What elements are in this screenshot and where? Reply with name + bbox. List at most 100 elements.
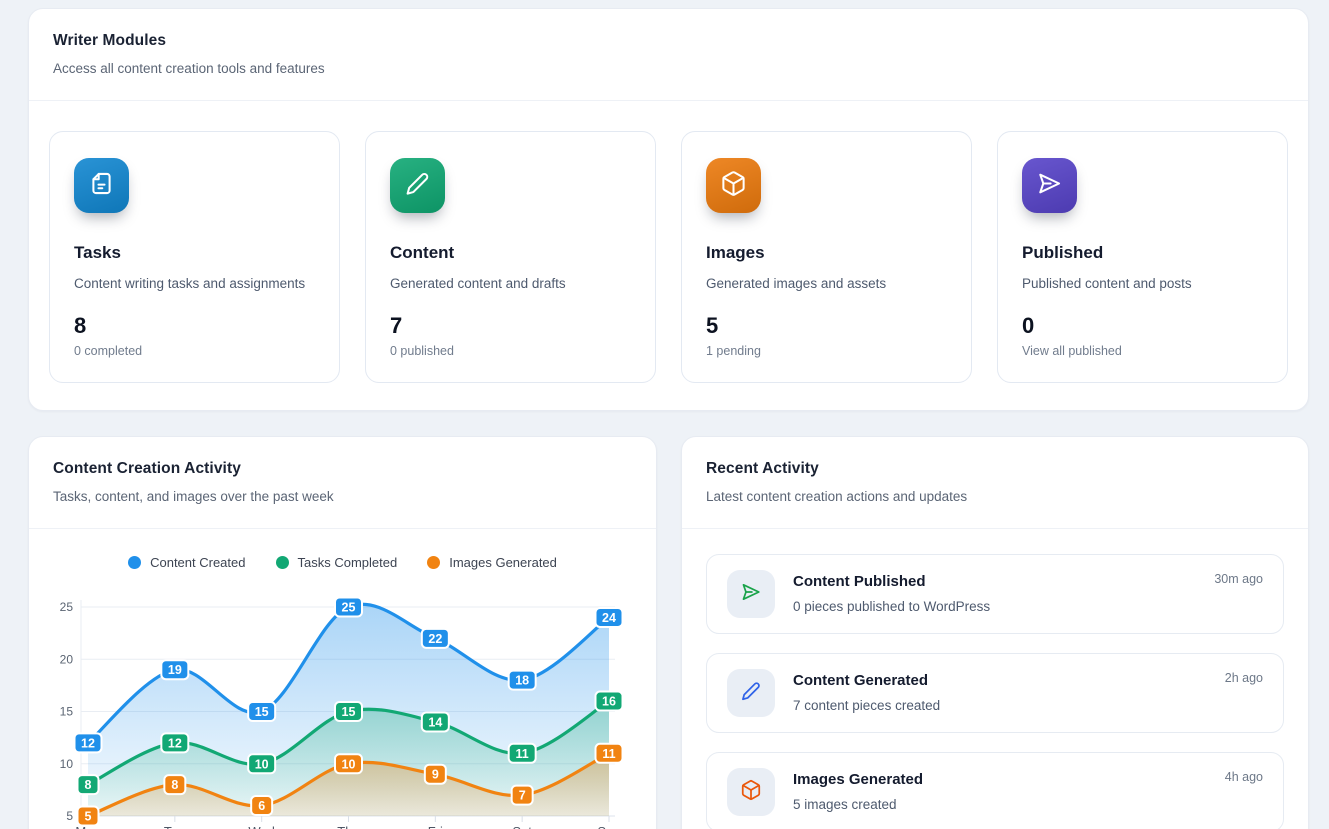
svg-text:11: 11 [516, 747, 529, 761]
svg-text:12: 12 [81, 736, 95, 750]
module-count: 7 [390, 313, 403, 338]
svg-text:Wed: Wed [248, 824, 275, 829]
activity-icon-tile [727, 669, 775, 717]
activity-icon-tile [727, 570, 775, 618]
module-title: Published [1022, 243, 1104, 262]
legend-item[interactable]: Tasks Completed [275, 555, 398, 570]
module-card-content[interactable]: Content Generated content and drafts 7 0… [365, 131, 656, 383]
legend-label: Content Created [150, 555, 246, 570]
module-title: Content [390, 243, 455, 262]
module-icon-tile [390, 158, 445, 213]
module-icon-tile [1022, 158, 1077, 213]
legend-dot-icon [275, 556, 289, 569]
svg-text:9: 9 [432, 768, 439, 782]
chart-title: Content Creation Activity [53, 460, 241, 477]
writer-modules-panel: Writer Modules Access all content creati… [28, 8, 1309, 411]
writer-modules-header: Writer Modules Access all content creati… [29, 9, 1308, 101]
activity-item-images-generated[interactable]: Images Generated 5 images created 4h ago [706, 752, 1284, 829]
svg-text:11: 11 [602, 747, 615, 761]
svg-text:25: 25 [60, 600, 74, 614]
module-count: 5 [706, 313, 719, 338]
module-card-tasks[interactable]: Tasks Content writing tasks and assignme… [49, 131, 340, 383]
send-icon [740, 581, 762, 608]
module-title: Images [706, 243, 765, 262]
activity-description: 7 content pieces created [793, 698, 941, 713]
svg-text:5: 5 [85, 810, 92, 824]
module-icon-tile [74, 158, 129, 213]
module-card-images[interactable]: Images Generated images and assets 5 1 p… [681, 131, 972, 383]
activity-item-content-published[interactable]: Content Published 0 pieces published to … [706, 554, 1284, 634]
svg-text:22: 22 [428, 632, 442, 646]
legend-label: Tasks Completed [297, 555, 398, 570]
svg-text:8: 8 [171, 778, 178, 792]
svg-text:12: 12 [168, 736, 182, 750]
module-card-published[interactable]: Published Published content and posts 0 … [997, 131, 1288, 383]
activity-item-content-generated[interactable]: Content Generated 7 content pieces creat… [706, 653, 1284, 733]
module-icon-tile [706, 158, 761, 213]
module-description: Generated images and assets [706, 276, 887, 291]
svg-text:Sat: Sat [512, 824, 532, 829]
svg-text:19: 19 [168, 663, 182, 677]
recent-activity-subtitle: Latest content creation actions and upda… [706, 489, 968, 504]
legend-dot-icon [128, 556, 142, 569]
chart-legend: Content Created Tasks Completed Images Gen… [49, 555, 636, 570]
legend-dot-icon [427, 556, 441, 569]
chart-body: Content Created Tasks Completed Images Gen… [29, 529, 656, 829]
recent-activity-header: Recent Activity Latest content creation … [682, 437, 1308, 529]
bottom-row: Content Creation Activity Tasks, content… [28, 436, 1309, 829]
legend-item[interactable]: Images Generated [427, 555, 557, 570]
svg-text:15: 15 [60, 705, 74, 719]
module-description: Generated content and drafts [390, 276, 566, 291]
activity-time: 4h ago [1224, 770, 1263, 784]
svg-text:10: 10 [342, 757, 356, 771]
activity-title: Content Published [793, 573, 926, 590]
module-grid: Tasks Content writing tasks and assignme… [29, 101, 1308, 410]
svg-text:16: 16 [602, 695, 616, 709]
recent-activity-panel: Recent Activity Latest content creation … [681, 436, 1309, 829]
activity-time: 2h ago [1224, 671, 1263, 685]
svg-text:8: 8 [85, 778, 92, 792]
module-description: Published content and posts [1022, 276, 1192, 291]
activity-description: 0 pieces published to WordPress [793, 599, 991, 614]
svg-text:6: 6 [258, 799, 265, 813]
activity-line-chart: 510152025MonTueWedThuFriSatSun1219152522… [60, 596, 624, 829]
recent-activity-list: Content Published 0 pieces published to … [682, 529, 1308, 829]
module-sub-label: 0 published [390, 344, 454, 358]
module-description: Content writing tasks and assignments [74, 276, 306, 291]
svg-text:15: 15 [255, 705, 269, 719]
file-text-icon [88, 170, 115, 202]
chart-header: Content Creation Activity Tasks, content… [29, 437, 656, 529]
module-sub-label: 0 completed [74, 344, 143, 358]
module-title: Tasks [74, 243, 121, 262]
svg-text:5: 5 [66, 809, 73, 823]
legend-item[interactable]: Content Created [128, 555, 246, 570]
content-creation-activity-panel: Content Creation Activity Tasks, content… [28, 436, 657, 829]
legend-label: Images Generated [449, 555, 557, 570]
module-count: 8 [74, 313, 87, 338]
cube-icon [740, 779, 762, 806]
svg-text:15: 15 [342, 705, 356, 719]
svg-text:18: 18 [515, 674, 529, 688]
module-sub-label: View all published [1022, 344, 1122, 358]
svg-text:20: 20 [60, 652, 74, 666]
svg-text:7: 7 [519, 789, 526, 803]
svg-text:Fri: Fri [428, 824, 443, 829]
panel-subtitle: Access all content creation tools and fe… [53, 61, 325, 76]
module-count: 0 [1022, 313, 1035, 338]
activity-item-text: Content Published 0 pieces published to … [793, 570, 990, 618]
panel-title: Writer Modules [53, 32, 167, 49]
svg-text:10: 10 [255, 757, 269, 771]
chart-subtitle: Tasks, content, and images over the past… [53, 489, 334, 504]
module-sub-label: 1 pending [706, 344, 761, 358]
activity-item-text: Images Generated 5 images created [793, 768, 923, 816]
activity-title: Content Generated [793, 672, 929, 689]
cube-icon [720, 170, 747, 202]
svg-text:Thu: Thu [337, 824, 359, 829]
activity-item-text: Content Generated 7 content pieces creat… [793, 669, 940, 717]
activity-title: Images Generated [793, 771, 924, 788]
svg-text:14: 14 [428, 715, 442, 729]
recent-activity-title: Recent Activity [706, 460, 819, 477]
svg-text:25: 25 [342, 601, 356, 615]
activity-description: 5 images created [793, 797, 897, 812]
